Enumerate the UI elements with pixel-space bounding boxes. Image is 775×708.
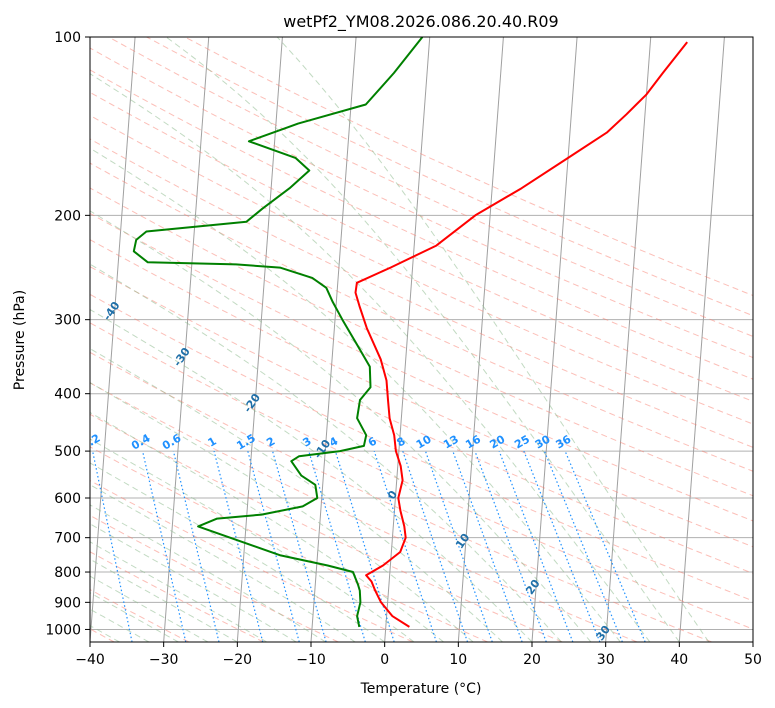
isotherm-line <box>678 37 725 642</box>
isotherm-line <box>236 37 283 642</box>
x-tick-label: 30 <box>597 652 615 668</box>
profile-lines <box>132 37 688 628</box>
mixing-ratio-lines <box>92 450 646 642</box>
dry-adiabat-line <box>90 322 753 630</box>
x-tick-label: 20 <box>523 652 541 668</box>
plot-frame <box>89 36 754 643</box>
mixing-ratio-line <box>424 450 493 642</box>
dry-adiabat-line <box>90 293 753 602</box>
dry-adiabat-line <box>90 551 264 642</box>
y-tick-label: 100 <box>54 30 81 46</box>
x-tick-label: 40 <box>670 652 688 668</box>
isotherm-line <box>163 37 210 642</box>
y-tick-label: 300 <box>54 313 81 329</box>
dry-adiabat-label: 30 <box>594 623 614 643</box>
isotherms <box>90 37 753 642</box>
x-tick-label: −40 <box>75 652 105 668</box>
dry-adiabats <box>90 37 753 642</box>
moist-adiabat-line <box>90 462 385 642</box>
chart-title: wetPf2_YM08.2026.086.20.40.R09 <box>283 12 558 32</box>
dry-adiabat-line <box>184 37 753 297</box>
moist-adiabat-line <box>90 348 503 642</box>
x-tick-label: −10 <box>296 652 326 668</box>
y-tick-label: 700 <box>54 531 81 547</box>
y-tick-label: 200 <box>54 208 81 224</box>
mixing-ratio-line <box>92 450 133 642</box>
y-tick-label: 900 <box>54 595 81 611</box>
y-tick-label: 400 <box>54 387 81 403</box>
x-tick-label: 10 <box>449 652 467 668</box>
dry-adiabat-line <box>90 187 753 497</box>
moist-adiabat-line <box>90 308 533 642</box>
moist-adiabat-line <box>90 263 562 642</box>
mixing-ratio-line <box>402 450 469 642</box>
isotherm-line <box>457 37 504 642</box>
dry-adiabat-line <box>90 351 712 642</box>
moist-adiabat-line <box>276 37 710 642</box>
y-tick-label: 500 <box>54 444 81 460</box>
mixing-ratio-line <box>308 450 366 642</box>
mixing-ratio-line <box>213 450 264 642</box>
dry-adiabat-line <box>90 114 753 425</box>
x-tick-label: 0 <box>380 652 389 668</box>
mixing-ratio-line <box>373 450 437 642</box>
dry-adiabat-line <box>90 212 753 522</box>
x-tick-label: −30 <box>149 652 179 668</box>
y-tick-label: 1000 <box>45 622 81 638</box>
moist-adiabat-line <box>90 411 444 642</box>
isotherm-line <box>605 37 652 642</box>
moist-adiabat-line <box>90 147 621 642</box>
mixing-ratio-line <box>334 450 395 642</box>
y-tick-label: 600 <box>54 491 81 507</box>
isotherm-line <box>90 37 136 642</box>
mixing-ratio-line <box>564 450 646 642</box>
isotherm-line <box>384 37 431 642</box>
dry-adiabat-line <box>90 413 563 642</box>
dry-adiabat-line <box>90 588 190 642</box>
mixing-ratio-line <box>247 450 300 642</box>
axis-ticks: −40 −30 −20 −10 0 10 20 30 40 50 100 200 300 400 500 60… <box>45 30 762 668</box>
dry-adiabat-line <box>90 47 753 359</box>
x-axis-title: Temperature (°C) <box>360 681 482 697</box>
mixing-ratio-line <box>452 450 523 642</box>
temperature-profile-line <box>354 41 688 628</box>
dry-adiabat-line <box>90 446 488 642</box>
moist-adiabat-line <box>165 37 680 642</box>
moist-adiabat-line <box>90 484 356 642</box>
mixing-ratio-line <box>172 450 220 642</box>
mixing-ratio-line <box>142 450 187 642</box>
dry-adiabat-line <box>90 239 753 548</box>
y-tick-label: 800 <box>54 565 81 581</box>
moist-adiabat-line <box>90 73 651 642</box>
x-tick-label: −20 <box>223 652 253 668</box>
dewpoint-profile-line <box>132 37 424 628</box>
dry-adiabat-line <box>90 138 753 448</box>
moist-adiabat-line <box>90 438 415 642</box>
mixing-ratio-line <box>271 450 327 642</box>
x-tick-label: 50 <box>744 652 762 668</box>
dry-adiabat-line <box>90 266 753 574</box>
moist-adiabat-line <box>90 210 592 642</box>
y-axis-title: Pressure (hPa) <box>12 290 28 390</box>
isotherm-line <box>531 37 578 642</box>
